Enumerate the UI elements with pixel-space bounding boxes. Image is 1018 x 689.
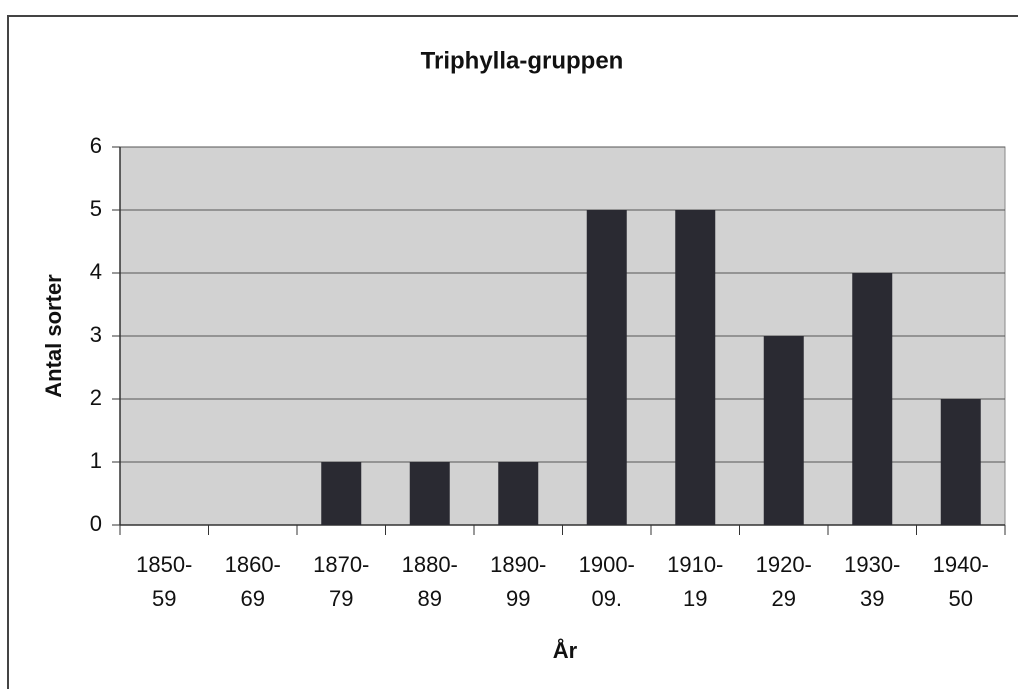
bar <box>498 462 539 525</box>
y-tick-label: 3 <box>90 322 102 347</box>
x-tick-label: 1880- 89 <box>401 552 458 611</box>
x-tick-label: 1940- 50 <box>932 552 989 611</box>
bar <box>852 273 893 525</box>
bar <box>586 210 627 525</box>
x-axis-label: År <box>553 637 578 663</box>
x-tick-label: 1930- 39 <box>844 552 901 611</box>
x-tick-label: 1850- 59 <box>136 552 193 611</box>
y-tick-label: 2 <box>90 385 102 410</box>
bar <box>940 399 981 525</box>
y-tick-label: 5 <box>90 196 102 221</box>
bar <box>321 462 362 525</box>
y-tick-label: 4 <box>90 259 102 284</box>
x-tick-label: 1870- 79 <box>313 552 370 611</box>
x-tick-label: 1910- 19 <box>667 552 724 611</box>
bar <box>763 336 804 525</box>
y-tick-label: 0 <box>90 511 102 536</box>
bar <box>409 462 450 525</box>
x-tick-label: 1890- 99 <box>490 552 547 611</box>
y-tick-label: 1 <box>90 448 102 473</box>
x-tick-label: 1860- 69 <box>224 552 281 611</box>
x-tick-label: 1920- 29 <box>755 552 812 611</box>
x-tick-label: 1900- 09. <box>578 552 635 611</box>
y-axis-label: Antal sorter <box>41 274 66 398</box>
y-tick-label: 6 <box>90 133 102 158</box>
bar <box>675 210 716 525</box>
chart-title: Triphylla-gruppen <box>421 47 624 74</box>
